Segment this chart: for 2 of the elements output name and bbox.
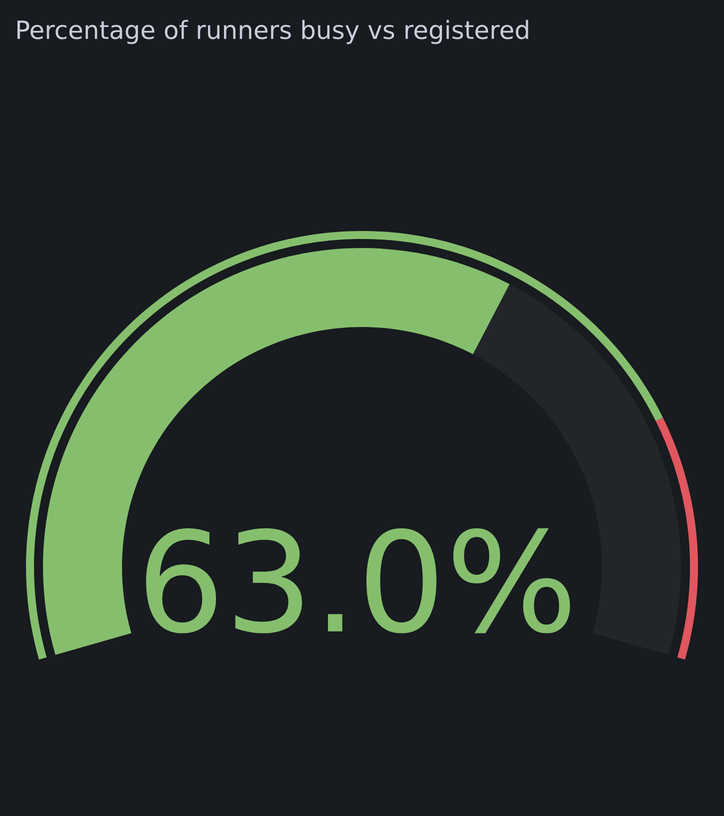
text: 63.0% [146, 528, 570, 634]
chart-title: Percentage of runners busy vs registered [17, 20, 528, 44]
